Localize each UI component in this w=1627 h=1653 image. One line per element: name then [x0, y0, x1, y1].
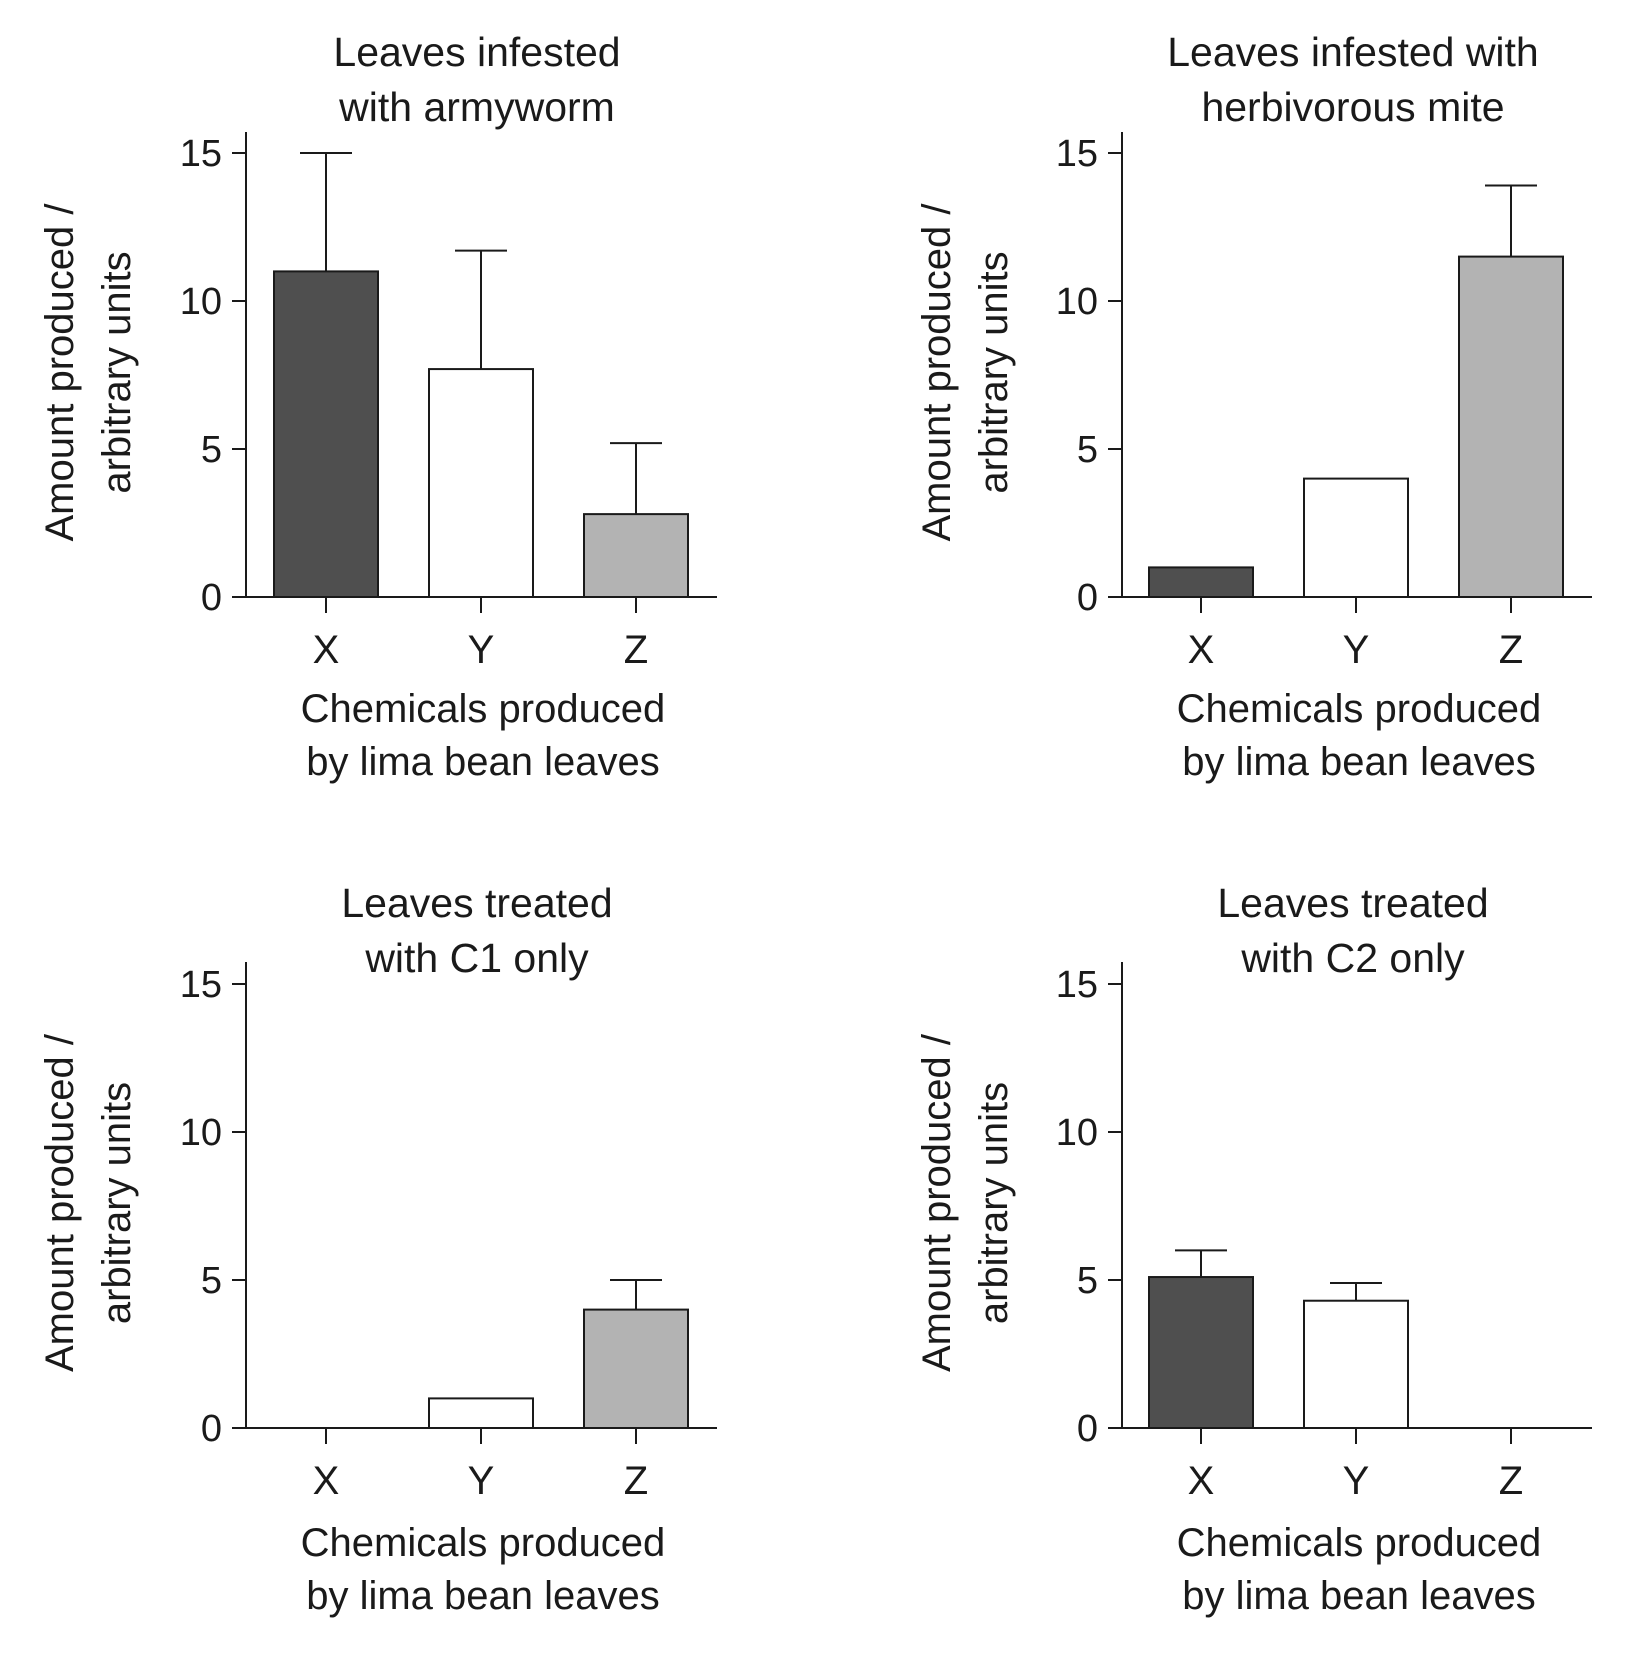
y-tick-label: 0	[1077, 1408, 1098, 1450]
x-category-label: Z	[1499, 1459, 1523, 1503]
x-category-label: Y	[1343, 1459, 1370, 1503]
y-tick-label: 10	[180, 1112, 222, 1154]
x-axis-title-line: by lima bean leaves	[306, 740, 660, 784]
bar-x	[273, 270, 379, 598]
x-category-label: Z	[624, 628, 648, 672]
bar-z	[583, 513, 689, 598]
x-category-label: X	[1188, 628, 1215, 672]
x-category-label: X	[1188, 1459, 1215, 1503]
chart-title-line: with C2 only	[1240, 935, 1465, 981]
y-tick-label: 5	[201, 1260, 222, 1302]
y-axis-title-line: arbitrary units	[972, 251, 1016, 493]
chart-panel-3: Leaves treated with C1 only 0 5 10 15 X Y Z Chemi…	[38, 880, 717, 1618]
y-tick-label: 5	[1077, 1260, 1098, 1302]
bar-z	[583, 1308, 689, 1429]
chart-title-line: with C1 only	[364, 935, 589, 981]
bar-x	[1148, 1276, 1254, 1430]
chart-panel-4: Leaves treated with C2 only 0 5 10 15 X Y Z Chemi…	[915, 880, 1592, 1618]
bar-y	[428, 1397, 534, 1430]
chart-panel-1: Leaves infested with armyworm 0 5 10 15 X Y Z Che…	[38, 29, 717, 784]
x-category-label: Y	[468, 628, 495, 672]
y-tick-label: 5	[201, 429, 222, 471]
y-axis-title-line: Amount produced /	[38, 1033, 82, 1372]
x-axis-title-line: Chemicals produced	[1177, 687, 1542, 731]
chart-title-line: with armyworm	[338, 84, 615, 130]
chart-title-line: Leaves infested with	[1167, 29, 1539, 75]
bar-y	[428, 368, 534, 598]
x-axis-title-line: by lima bean leaves	[306, 1574, 660, 1618]
bar-z	[1458, 255, 1564, 598]
y-tick-label: 15	[180, 964, 222, 1006]
x-category-label: Y	[468, 1459, 495, 1503]
y-tick-label: 10	[180, 281, 222, 323]
bar-x	[1148, 566, 1254, 599]
y-tick-label: 10	[1056, 1112, 1098, 1154]
chart-title-line: herbivorous mite	[1201, 84, 1504, 130]
y-tick-label: 10	[1056, 281, 1098, 323]
chart-title-line: Leaves treated	[341, 880, 612, 926]
x-category-label: Y	[1343, 628, 1370, 672]
chart-title-line: Leaves infested	[333, 29, 620, 75]
y-axis-title-line: arbitrary units	[95, 1082, 139, 1324]
y-axis-title-line: Amount produced /	[915, 203, 959, 542]
y-tick-label: 5	[1077, 429, 1098, 471]
y-tick-label: 0	[1077, 577, 1098, 619]
chart-panel-2: Leaves infested with herbivorous mite 0 5 10…	[915, 29, 1592, 784]
bar-y	[1303, 1299, 1409, 1429]
x-axis-title-line: Chemicals produced	[301, 1521, 666, 1565]
x-axis-title-line: Chemicals produced	[1177, 1521, 1542, 1565]
y-axis-title-line: Amount produced /	[38, 203, 82, 542]
y-axis-title-line: arbitrary units	[972, 1082, 1016, 1324]
x-axis-title-line: by lima bean leaves	[1182, 740, 1536, 784]
y-tick-label: 15	[1056, 964, 1098, 1006]
y-axis-title-line: arbitrary units	[95, 251, 139, 493]
x-axis-title-line: Chemicals produced	[301, 687, 666, 731]
bar-y	[1303, 477, 1409, 599]
y-axis-title-line: Amount produced /	[915, 1033, 959, 1372]
x-axis-title-line: by lima bean leaves	[1182, 1574, 1536, 1618]
x-category-label: Z	[1499, 628, 1523, 672]
y-tick-label: 15	[1056, 133, 1098, 175]
chart-title-line: Leaves treated	[1217, 880, 1488, 926]
y-tick-label: 0	[201, 1408, 222, 1450]
y-tick-label: 15	[180, 133, 222, 175]
x-category-label: X	[313, 628, 340, 672]
x-category-label: X	[313, 1459, 340, 1503]
y-tick-label: 0	[201, 577, 222, 619]
x-category-label: Z	[624, 1459, 648, 1503]
